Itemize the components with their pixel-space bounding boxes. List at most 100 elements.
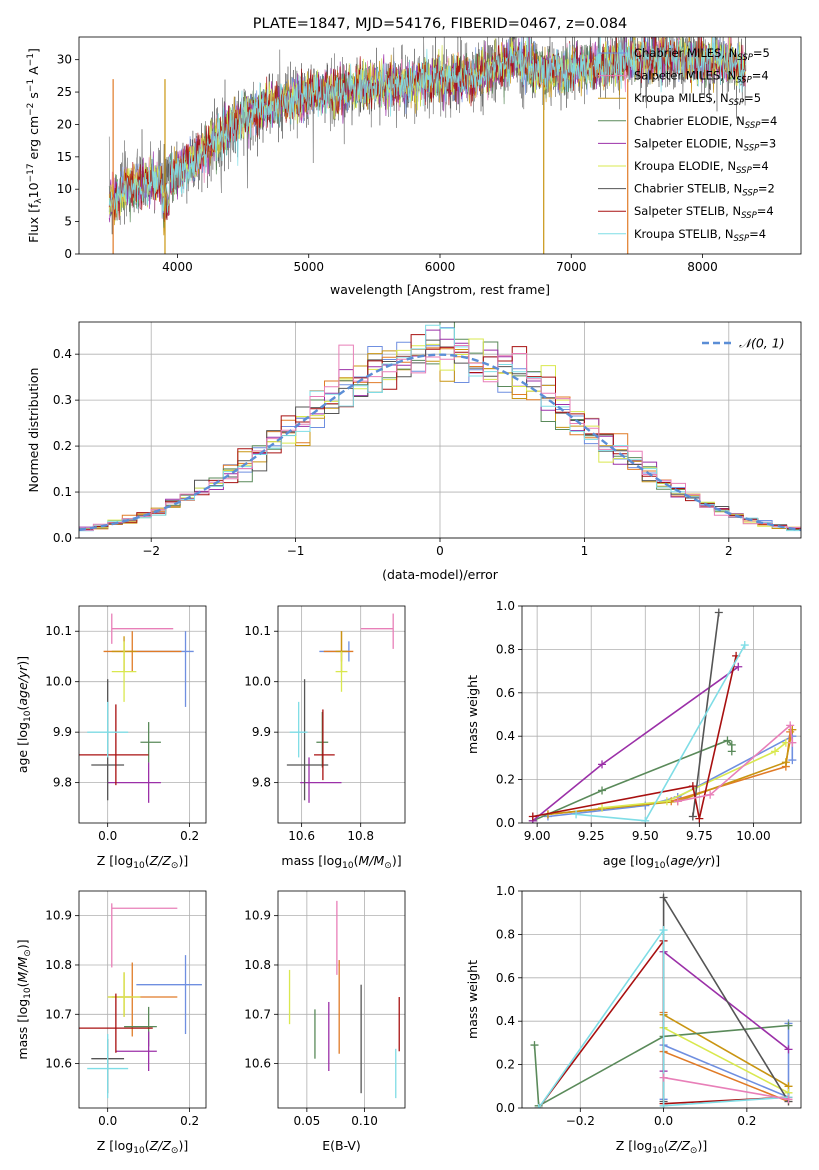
chart-age-vs-mass: 10.6 10.8 9.8 9.9 10.0 10.1 mass [log10(M/M⊙)]: [244, 605, 406, 871]
y-tick-label: 0.2: [496, 773, 515, 787]
legend-sub: SSP: [734, 234, 750, 244]
y-axis-label: age [log10(age/yr)]: [15, 656, 33, 773]
weight-marker: [528, 812, 537, 821]
x-tick-label: −2: [142, 544, 160, 558]
label-part: age/yr: [670, 853, 711, 868]
legend-entry: Kroupa STELIB, NSSP=4: [634, 227, 766, 244]
y-tick-label: 10: [57, 182, 72, 196]
x-tick-label: 5000: [293, 260, 324, 274]
y-tick-label: 10.6: [45, 1057, 72, 1071]
legend-sub: SSP: [736, 166, 752, 176]
y-tick-label: 10.0: [244, 675, 271, 689]
plot-area: [108, 37, 747, 254]
error-bar-point: [124, 1006, 157, 1047]
x-tick-label: 0.0: [654, 1114, 673, 1128]
y-tick-label: 0.2: [53, 439, 72, 453]
y-tick-label: 25: [57, 85, 72, 99]
x-tick-label: 4000: [162, 260, 193, 274]
chart-age-vs-z: 0.0 0.29.89.910.010.1Z [log10(Z/Z⊙)]age […: [15, 605, 207, 871]
legend-tail: =4: [752, 159, 769, 173]
error-bar-point: [115, 1031, 157, 1072]
weight-marker: [659, 1073, 668, 1082]
y-tick-label: 0.6: [496, 971, 515, 985]
label-part: age/yr: [15, 665, 30, 706]
x-tick-label: 0.0: [98, 1114, 117, 1128]
error-bar-point: [107, 762, 161, 803]
label-part: 10: [26, 182, 41, 198]
y-tick-label: 1.0: [496, 599, 515, 613]
x-tick-label: 1: [581, 544, 589, 558]
error-bar-point: [286, 679, 329, 801]
x-tick-label: 9.25: [578, 829, 605, 843]
label-part: −1: [26, 79, 36, 92]
label-part: )]: [697, 1138, 707, 1153]
legend-text: Kroupa ELODIE, N: [634, 159, 736, 173]
chart-ebv: 0.05 0.10 10.6 10.7 10.8 10.9 E(B-V): [244, 890, 406, 1153]
axes-frame: [521, 890, 802, 1109]
y-axis-label: mass weight: [465, 960, 480, 1039]
y-tick-label: 9.9: [53, 725, 72, 739]
label-part: age [log: [15, 722, 30, 773]
weight-series: [677, 723, 794, 803]
label-part: (: [664, 1138, 669, 1153]
legend-text: Salpeter MILES, N: [634, 69, 736, 83]
legend-entry: Salpeter STELIB, NSSP=4: [634, 204, 774, 221]
label-part: )]: [178, 1138, 188, 1153]
legend-sub: SSP: [744, 143, 760, 153]
legend-tail: =3: [759, 136, 776, 150]
plot-area: [79, 613, 194, 803]
error-bar-point: [107, 972, 141, 1017]
spectrum-line: [108, 37, 746, 219]
label-part: ⊙: [23, 949, 33, 957]
x-tick-label: 0: [436, 544, 444, 558]
weight-marker: [786, 721, 795, 730]
x-tick-label: 0.0: [98, 829, 117, 843]
y-axis-label: Flux [fλ10−17 erg cm−2 s−1 A−1]: [26, 48, 44, 243]
axes-frame: [277, 605, 406, 824]
error-bar-point: [289, 701, 308, 758]
y-tick-label: 10.1: [244, 624, 271, 638]
weight-series: [663, 1014, 789, 1087]
legend-entry: Salpeter MILES, NSSP=4: [634, 69, 769, 86]
weight-marker: [784, 1045, 793, 1054]
axes-frame: [78, 890, 207, 1109]
plot-area: [288, 900, 400, 1099]
legend-text: Kroupa STELIB, N: [634, 227, 734, 241]
label-part: (: [145, 1138, 150, 1153]
x-tick-label: 0.2: [737, 1114, 756, 1128]
chart-mass-vs-z: 0.0 0.210.610.710.810.9Z [log10(Z/Z⊙)]mas…: [15, 890, 207, 1156]
y-tick-label: 0.3: [53, 393, 72, 407]
weight-marker: [771, 747, 780, 756]
label-part: )]: [15, 939, 30, 949]
y-tick-label: 9.8: [53, 776, 72, 790]
y-tick-label: 9.8: [252, 776, 271, 790]
error-bar-point: [140, 722, 161, 763]
legend-text: Chabrier ELODIE, N: [634, 114, 745, 128]
y-tick-label: 10.1: [45, 624, 72, 638]
label-part: 10: [652, 1146, 664, 1156]
x-axis-label: (data-model)/error: [382, 567, 499, 582]
y-tick-label: 0.1: [53, 485, 72, 499]
weight-marker: [659, 1101, 668, 1108]
y-tick-label: 15: [57, 150, 72, 164]
y-tick-label: 0.0: [496, 816, 515, 830]
weight-marker: [572, 810, 581, 819]
x-axis-label: wavelength [Angstrom, rest frame]: [330, 282, 550, 297]
error-bar-point: [87, 701, 129, 758]
y-tick-label: 10.9: [244, 909, 271, 923]
label-part: )]: [710, 853, 720, 868]
legend-entry: Chabrier STELIB, NSSP=2: [634, 182, 775, 199]
weight-marker: [695, 814, 704, 823]
weight-marker: [734, 662, 743, 671]
x-axis-label: Z [log10(Z/Z⊙)]: [97, 853, 188, 871]
weight-marker: [688, 782, 697, 791]
x-axis-label: age [log10(age/yr)]: [603, 853, 720, 871]
y-tick-label: 0: [64, 247, 72, 261]
label-part: (: [15, 982, 30, 987]
label-part: ]: [26, 48, 41, 53]
error-bar-point: [136, 955, 202, 1035]
label-part: (: [15, 706, 30, 711]
label-part: )]: [178, 853, 188, 868]
weight-series: [663, 1076, 789, 1101]
legend-tail: =5: [753, 46, 770, 60]
